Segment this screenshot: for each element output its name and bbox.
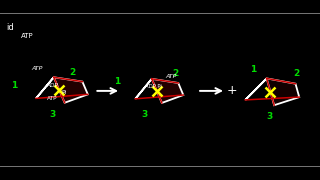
Text: ATP: ATP [21,33,33,39]
Text: id: id [6,23,13,32]
Polygon shape [36,77,88,103]
Text: 2: 2 [293,69,299,78]
Text: ATP: ATP [46,96,57,101]
Text: ADP: ADP [47,83,59,88]
Polygon shape [135,79,183,103]
Text: 2: 2 [69,68,75,76]
Text: 3: 3 [50,110,56,119]
Text: 1: 1 [250,65,256,74]
Text: 1: 1 [11,81,18,90]
Text: 3: 3 [141,110,148,119]
Text: 1: 1 [114,77,120,86]
Text: 3: 3 [266,112,273,121]
Text: Pi: Pi [61,90,67,95]
Text: ATP: ATP [31,66,43,71]
Text: +: + [227,84,238,97]
Polygon shape [245,78,299,105]
Text: 2: 2 [172,69,179,78]
Text: ADP Pi: ADP Pi [145,84,161,89]
Text: ATP: ATP [165,74,177,79]
